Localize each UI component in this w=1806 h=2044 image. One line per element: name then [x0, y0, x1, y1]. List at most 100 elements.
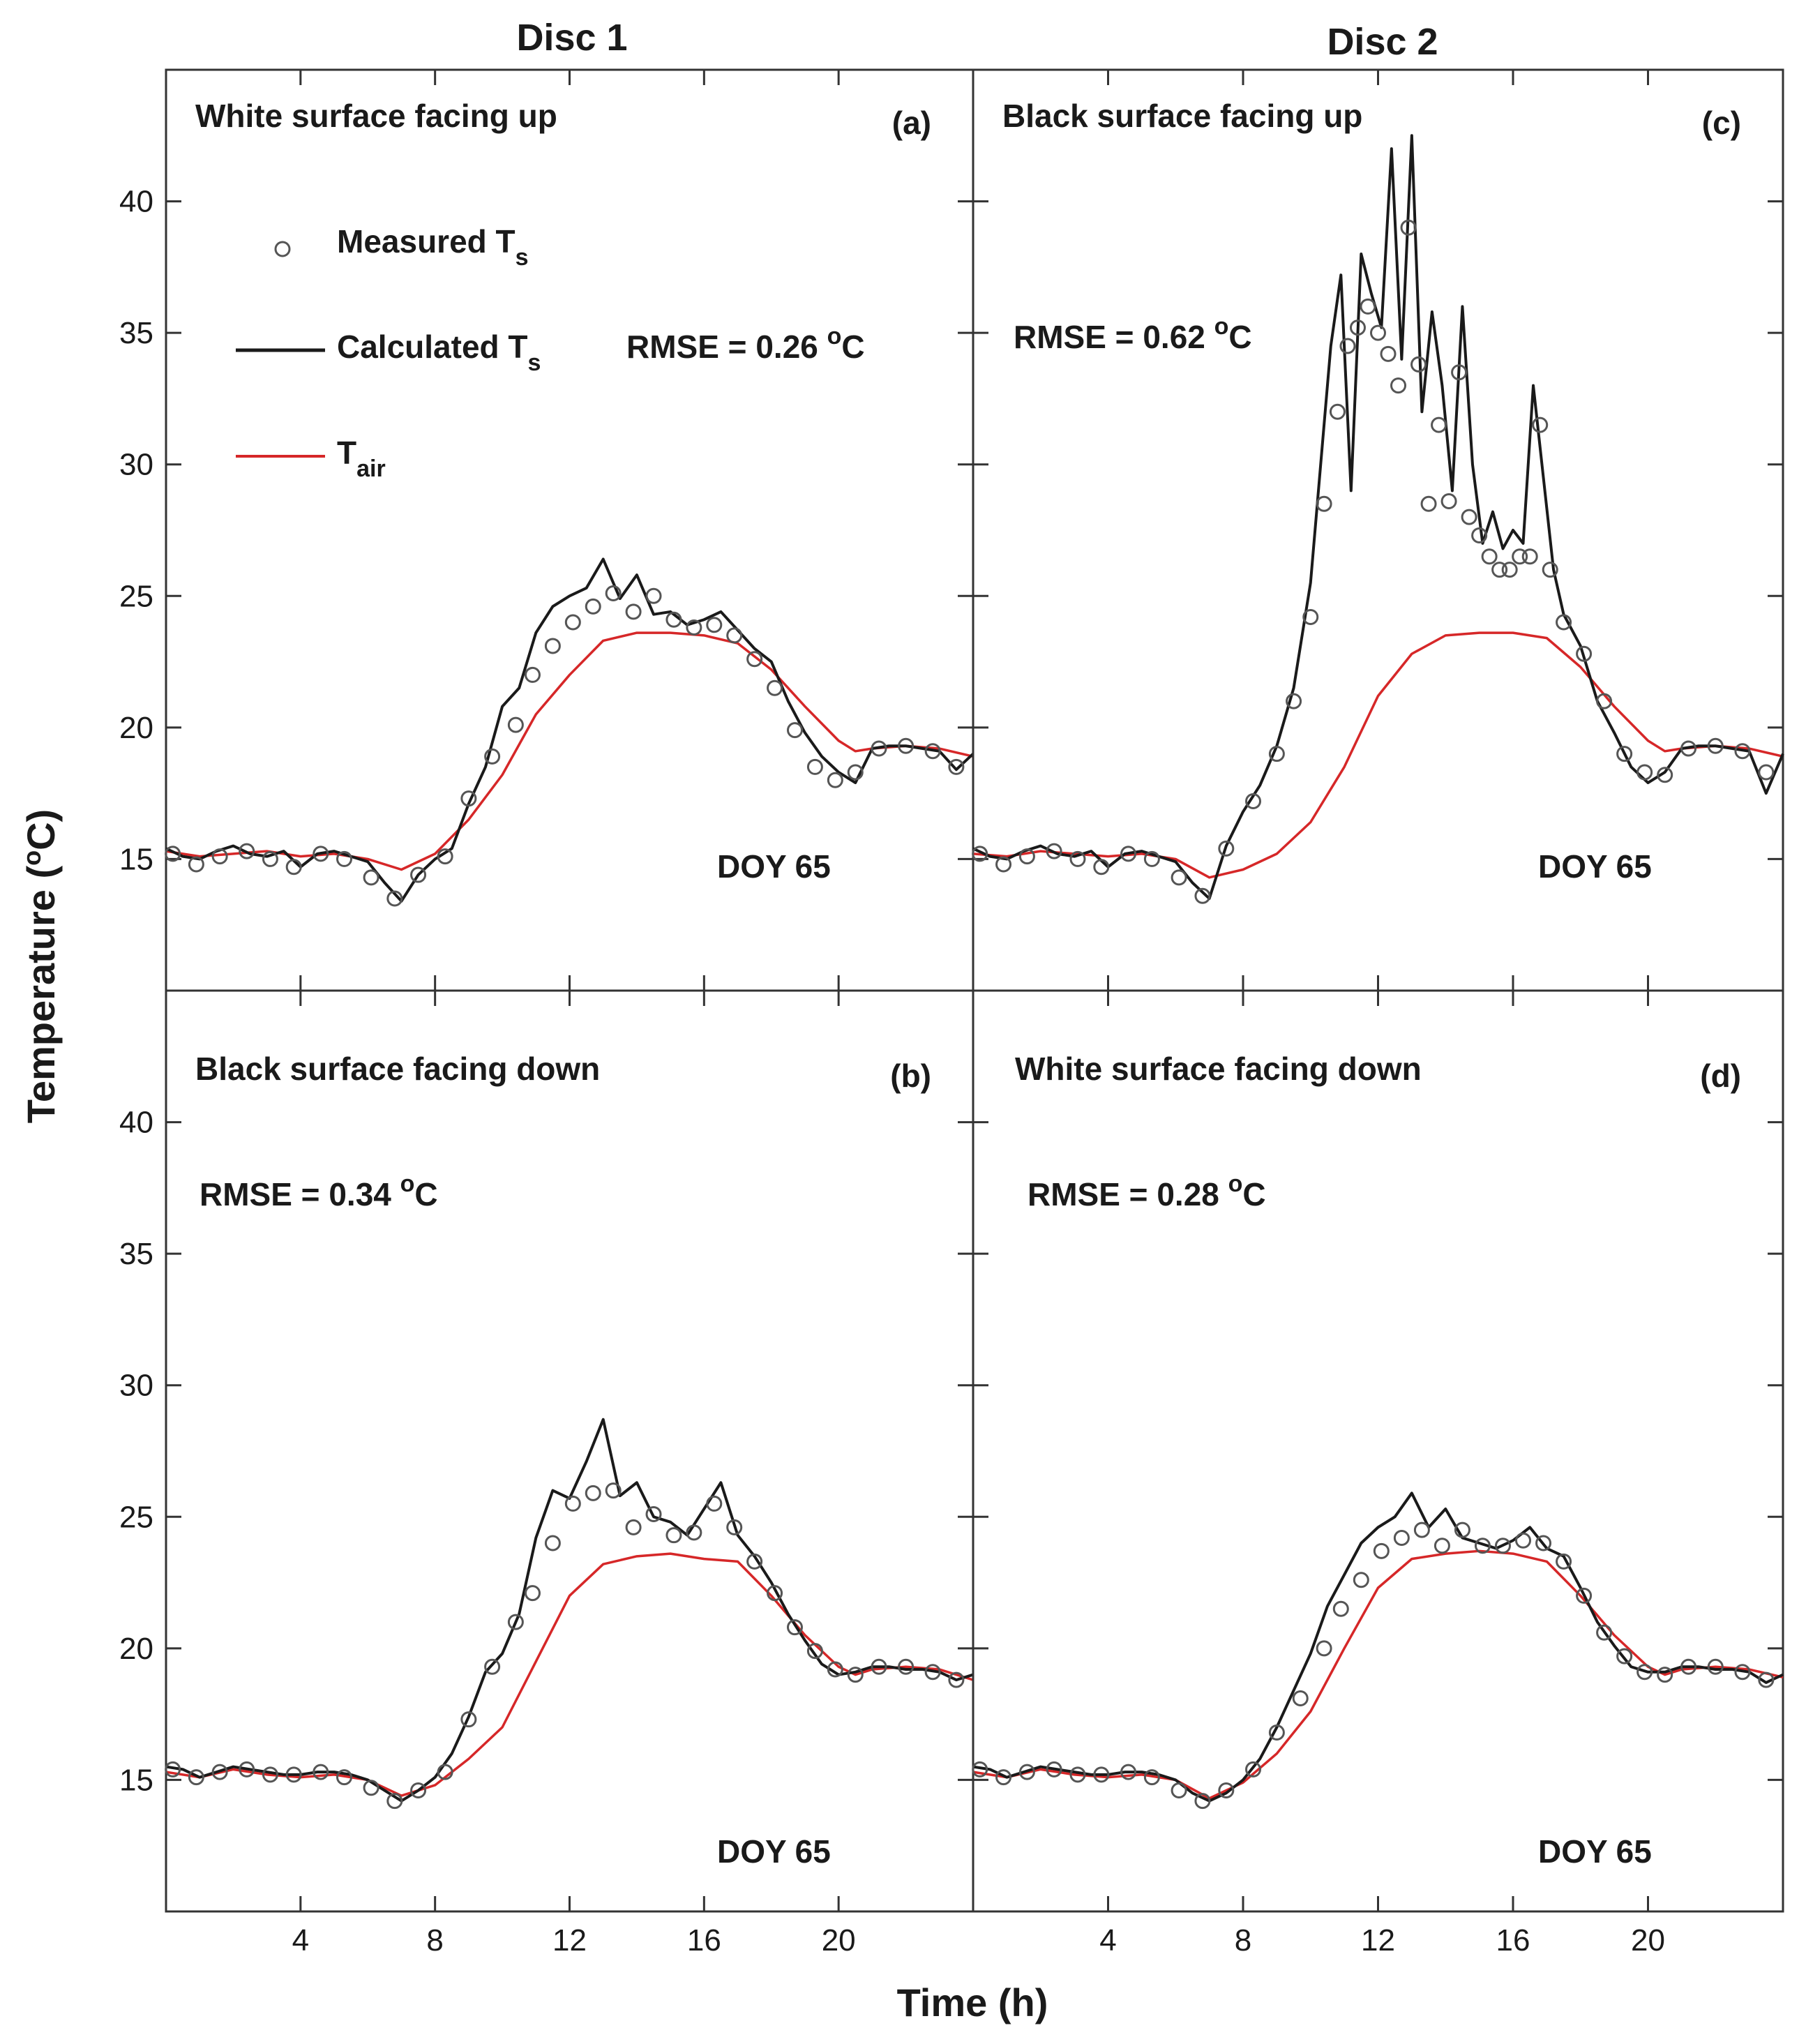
measured-point [1218, 1782, 1235, 1799]
measured-point [1521, 548, 1538, 565]
measured-point [1292, 1690, 1309, 1707]
y-tick-label: 40 [119, 185, 153, 219]
measured-point [437, 1764, 453, 1780]
measured-point [188, 1769, 204, 1786]
rmse-label: RMSE = 0.26 oC [626, 323, 865, 365]
panel-d: 4 8 12 16 20 White surface facing down (d) RMSE… [972, 989, 1784, 1957]
measured-point [1018, 848, 1035, 865]
measured-point [1657, 767, 1673, 783]
measured-point [995, 856, 1012, 873]
measured-point [1093, 1766, 1110, 1783]
measured-point [1171, 1782, 1187, 1799]
measured-point [437, 848, 453, 865]
x-axis-title: Time (h) [897, 1981, 1048, 2024]
measured-point [585, 1485, 601, 1501]
measured-point [1616, 1648, 1633, 1664]
measured-point [706, 1495, 723, 1512]
measured-point [1474, 1538, 1491, 1554]
doy-label: DOY 65 [717, 1833, 831, 1870]
measured-point [524, 1585, 541, 1602]
measured-point [1556, 614, 1572, 631]
column-title-disc-2: Disc 2 [1327, 21, 1438, 63]
legend-measured-marker [274, 241, 291, 257]
panel-tag: (a) [892, 105, 931, 141]
measured-point [625, 1519, 642, 1535]
y-tick-label: 30 [119, 1369, 153, 1403]
measured-point [1707, 1658, 1724, 1675]
measured-point [1515, 1532, 1532, 1549]
x-tick-label: 16 [1496, 1923, 1530, 1957]
measured-point [746, 651, 763, 668]
measured-point [898, 737, 915, 754]
doy-label: DOY 65 [1538, 848, 1652, 885]
measured-point [1143, 1769, 1160, 1786]
measured-point [972, 846, 988, 862]
measured-point [1440, 493, 1457, 510]
measured-point [1302, 608, 1319, 625]
measured-point [665, 611, 682, 628]
panel-tag: (d) [1700, 1058, 1741, 1094]
measured-point [585, 598, 601, 615]
measured-point [1532, 416, 1549, 433]
measured-point [1380, 345, 1397, 362]
y-tick-label: 20 [119, 1632, 153, 1666]
measured-point [645, 1506, 662, 1523]
measured-point [363, 1780, 379, 1796]
measured-point [1680, 1658, 1697, 1675]
panel-a: 15 20 25 30 35 40 White surface facing up (a) RM… [119, 68, 975, 992]
measured-point [507, 1614, 524, 1630]
measured-point [847, 1667, 864, 1683]
measured-point [1461, 509, 1477, 525]
measured-point [386, 890, 403, 907]
legend: Measured Ts Calculated Ts Tair [236, 223, 541, 482]
x-tick-label: 12 [1361, 1923, 1395, 1957]
measured-point [564, 614, 581, 631]
measured-point [460, 1711, 477, 1728]
measured-point [1268, 1724, 1285, 1741]
y-tick-label: 35 [119, 1237, 153, 1271]
measured-point [1286, 693, 1302, 709]
panel-tag: (c) [1702, 105, 1741, 141]
measured-point [1758, 1671, 1775, 1688]
series-tair-line [972, 631, 1784, 879]
measured-point [746, 1553, 763, 1570]
measured-point [1069, 1766, 1086, 1783]
measured-point [625, 603, 642, 620]
x-tick-label: 20 [822, 1923, 856, 1957]
measured-point [827, 772, 843, 788]
measured-point [1046, 843, 1062, 859]
measured-point [1218, 840, 1235, 857]
series-tair-line [165, 631, 974, 871]
measured-point [165, 1761, 181, 1778]
measured-point [1433, 1538, 1450, 1554]
measured-point [847, 764, 864, 781]
measured-point [871, 1658, 887, 1675]
x-tick-label: 8 [426, 1923, 443, 1957]
measured-point [239, 843, 255, 859]
measured-point [1542, 562, 1558, 578]
measured-point [665, 1527, 682, 1544]
measured-point [507, 716, 524, 733]
measured-point [948, 1671, 965, 1688]
measured-point [544, 1535, 561, 1551]
measured-point [827, 1661, 843, 1678]
measured-point [313, 1764, 329, 1780]
measured-point [1245, 1761, 1262, 1778]
measured-point [767, 679, 783, 696]
y-tick-label: 15 [119, 842, 153, 876]
measured-point [1353, 1572, 1369, 1588]
measured-point [1120, 846, 1137, 862]
measured-point [363, 869, 379, 886]
rmse-label: RMSE = 0.28 oC [1028, 1171, 1266, 1212]
measured-point [1120, 1764, 1137, 1780]
measured-point [1370, 324, 1386, 341]
measured-point [605, 1482, 622, 1499]
measured-point [1046, 1761, 1062, 1778]
measured-point [1316, 1640, 1332, 1657]
measured-point [924, 743, 941, 760]
measured-point [544, 638, 561, 654]
measured-point [786, 722, 803, 739]
measured-point [165, 846, 181, 862]
measured-point [211, 1764, 228, 1780]
